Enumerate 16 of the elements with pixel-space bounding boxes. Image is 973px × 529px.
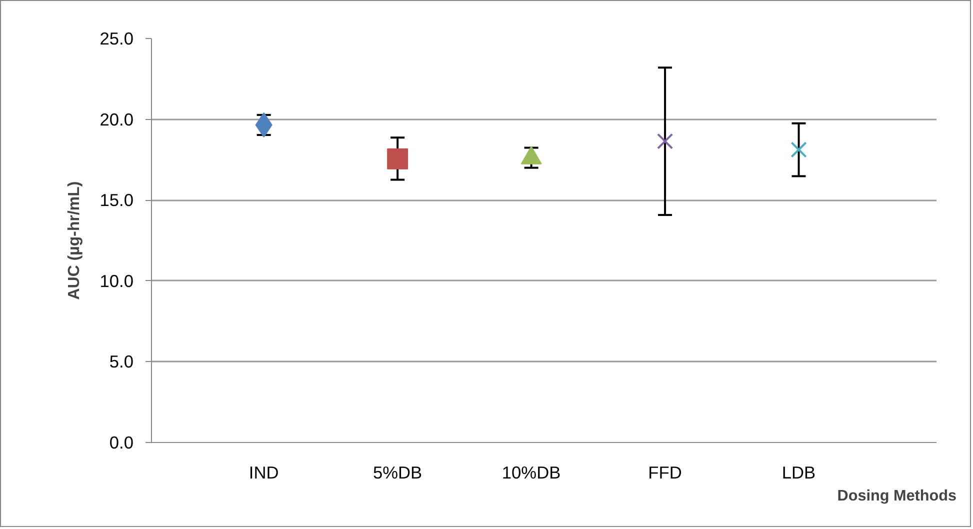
x-tick-label: IND [248, 462, 279, 482]
y-tick-label: 25.0 [100, 28, 134, 48]
x-tick-label: 10%DB [502, 462, 561, 482]
y-tick-label: 15.0 [100, 190, 134, 210]
point [656, 133, 674, 150]
x-tick-label: LDB [782, 462, 816, 482]
x-axis-title: Dosing Methods [837, 488, 957, 504]
point [790, 142, 807, 158]
y-tick-label: 10.0 [100, 270, 134, 291]
y-tick-label: 5.0 [109, 352, 134, 372]
point [387, 148, 408, 170]
y-tick-label: 20.0 [100, 109, 134, 130]
x-tick-label: FFD [648, 462, 682, 482]
x-tick-label: 5%DB [373, 462, 422, 482]
y-tick-label: 0.0 [109, 432, 134, 452]
y-axis-title: AUC (µg-hr/mL) [66, 181, 83, 300]
